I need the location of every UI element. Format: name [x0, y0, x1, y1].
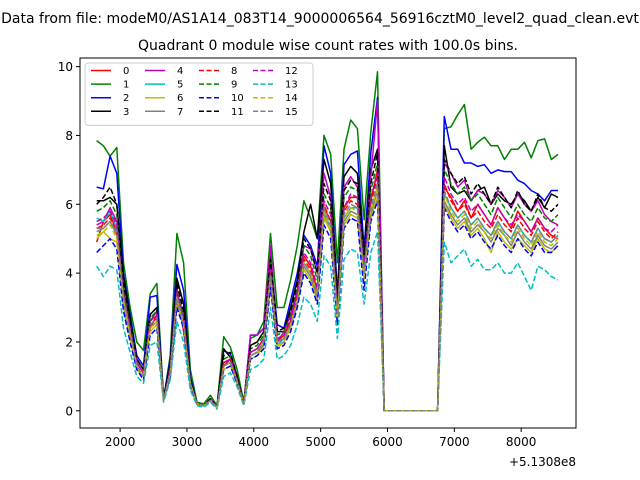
- legend-label-3: 3: [123, 107, 129, 118]
- x-tick-label: 4000: [239, 435, 270, 449]
- series-line-1: [96, 71, 559, 412]
- legend-label-0: 0: [123, 66, 129, 77]
- legend-label-9: 9: [231, 80, 237, 91]
- legend-label-15: 15: [285, 107, 298, 118]
- x-tick-label: 8000: [506, 435, 537, 449]
- legend-label-6: 6: [177, 93, 183, 104]
- chart-suptitle: Data from file: modeM0/AS1A14_083T14_900…: [1, 11, 639, 27]
- legend-label-8: 8: [231, 66, 237, 77]
- series-line-13: [96, 231, 559, 412]
- series-line-11: [96, 151, 559, 412]
- x-tick-label: 6000: [372, 435, 403, 449]
- y-tick-label: 0: [65, 404, 73, 418]
- x-tick-label: 7000: [439, 435, 470, 449]
- y-tick-label: 8: [65, 129, 73, 143]
- legend-label-11: 11: [231, 107, 244, 118]
- y-tick-label: 10: [58, 60, 73, 74]
- legend-label-12: 12: [285, 66, 298, 77]
- x-tick-label: 2000: [105, 435, 136, 449]
- x-tick-label: 3000: [172, 435, 203, 449]
- chart-title: Quadrant 0 module wise count rates with …: [138, 38, 518, 54]
- series-line-14: [96, 186, 559, 412]
- legend-label-5: 5: [177, 80, 183, 91]
- legend-label-2: 2: [123, 93, 129, 104]
- y-tick-label: 2: [65, 335, 73, 349]
- legend-label-1: 1: [123, 80, 129, 91]
- x-tick-label: 5000: [305, 435, 336, 449]
- legend-label-14: 14: [285, 93, 298, 104]
- series-line-10: [96, 200, 559, 412]
- series-layer: [95, 71, 559, 412]
- y-tick-label: 6: [65, 198, 73, 212]
- legend-frame: [84, 62, 314, 126]
- legend-label-4: 4: [177, 66, 183, 77]
- legend-label-7: 7: [177, 107, 183, 118]
- plot-frame: [79, 57, 577, 429]
- y-tick-label: 4: [65, 267, 73, 281]
- x-offset-label: +5.1308e8: [509, 455, 576, 469]
- series-line-15: [96, 182, 559, 412]
- legend-label-10: 10: [231, 93, 244, 104]
- legend-label-13: 13: [285, 80, 298, 91]
